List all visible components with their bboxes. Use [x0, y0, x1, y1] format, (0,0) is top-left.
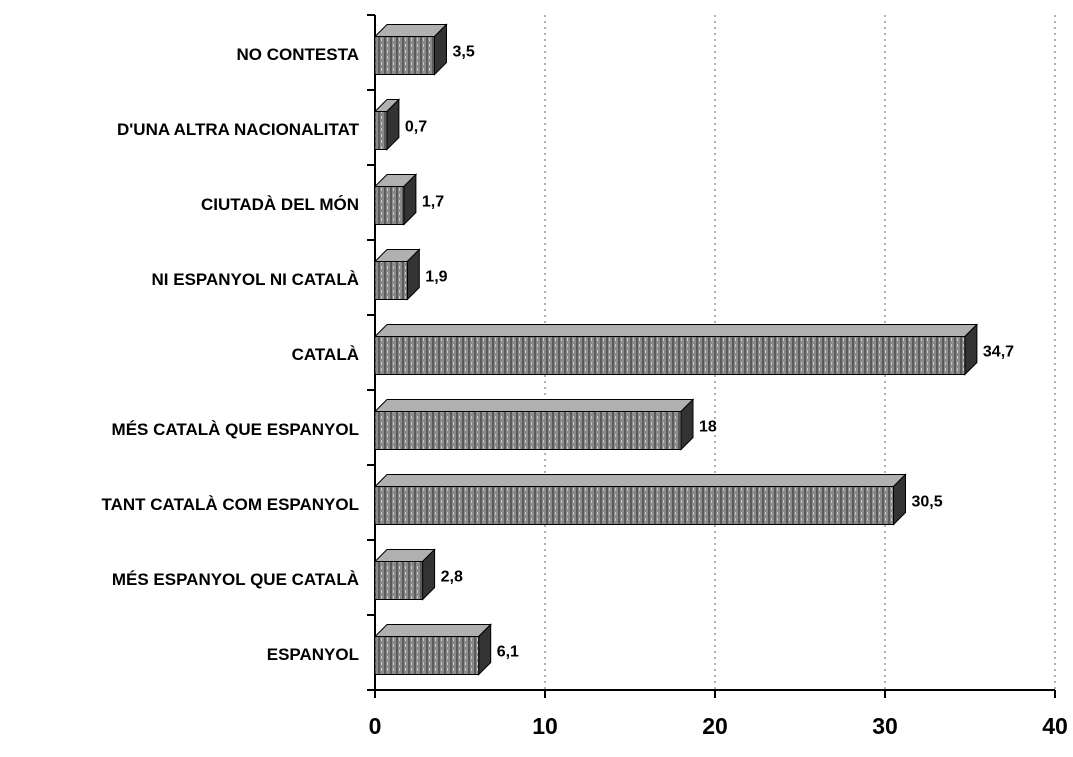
y-tick-label: MÉS CATALÀ QUE ESPANYOL: [112, 420, 359, 439]
bar: [374, 636, 480, 675]
x-tick-label: 40: [1042, 713, 1068, 739]
y-tick-label: ESPANYOL: [267, 645, 359, 664]
bar-top: [373, 474, 907, 487]
data-label: 30,5: [912, 494, 943, 511]
y-tick-label: D'UNA ALTRA NACIONALITAT: [117, 120, 360, 139]
x-tick-label: 0: [369, 713, 382, 739]
y-tick-label: CATALÀ: [292, 345, 359, 364]
x-tick-label: 20: [702, 713, 728, 739]
bar-top: [373, 399, 695, 412]
data-label: 6,1: [497, 644, 519, 661]
y-tick-label: NO CONTESTA: [237, 45, 359, 64]
y-tick-label: NI ESPANYOL NI CATALÀ: [152, 270, 359, 289]
bar: [374, 186, 405, 225]
y-tick-label: TANT CATALÀ COM ESPANYOL: [102, 495, 360, 514]
y-tick-label: MÉS ESPANYOL QUE CATALÀ: [112, 570, 359, 589]
data-label: 0,7: [405, 119, 427, 136]
bar: [374, 411, 682, 450]
y-tick-label: CIUTADÀ DEL MÓN: [201, 195, 359, 214]
x-tick-label: 10: [532, 713, 558, 739]
bar: [374, 486, 894, 525]
data-label: 3,5: [453, 44, 475, 61]
bar: [374, 111, 388, 150]
x-tick-label: 30: [872, 713, 898, 739]
bar: [374, 261, 408, 300]
data-label: 1,9: [425, 269, 447, 286]
data-label: 1,7: [422, 194, 444, 211]
data-label: 18: [699, 419, 717, 436]
bar-top: [373, 324, 979, 337]
bar-top: [373, 624, 492, 637]
data-label: 34,7: [983, 344, 1014, 361]
data-label: 2,8: [441, 569, 463, 586]
bar: [374, 561, 424, 600]
bar: [374, 36, 435, 75]
bar: [374, 336, 966, 375]
